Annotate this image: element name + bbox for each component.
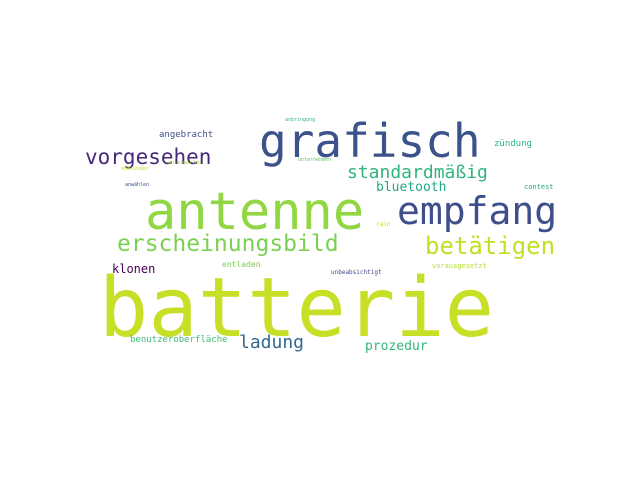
word-entzuenden: entzünden — [121, 166, 149, 172]
word-empfang: empfang — [397, 189, 558, 233]
word-batterie: batterie — [99, 261, 494, 356]
word-contest: contest — [524, 183, 554, 191]
word-zuendung: zündung — [494, 139, 532, 149]
word-antenne: antenne — [145, 182, 365, 242]
word-entladen: entladen — [222, 260, 261, 269]
word-anwaehlen: anwählen — [125, 182, 150, 188]
word-unternehmen: unternehmen — [298, 157, 332, 163]
word-benutzeroberflaeche: benutzeroberfläche — [130, 335, 228, 345]
word-unterwerfen: unterwerfen — [168, 160, 202, 166]
word-standardmaessig: standardmäßig — [347, 162, 488, 183]
word-grafisch: grafisch — [259, 114, 481, 168]
word-vorgesehen: vorgesehen — [85, 145, 212, 169]
word-ladung: ladung — [239, 332, 305, 353]
word-klonen: klonen — [112, 262, 156, 276]
word-rain: rain — [376, 221, 391, 228]
word-bluetooth: bluetooth — [376, 180, 447, 195]
word-anbringung: anbringung — [285, 117, 316, 123]
word-betaetigen: betätigen — [425, 232, 556, 260]
word-unbeabsichtigt: unbeabsichtigt — [331, 269, 382, 276]
word-erscheinungsbild: erscheinungsbild — [117, 231, 339, 257]
word-prozedur: prozedur — [365, 339, 428, 354]
word-vorausgesetzt: vorausgesetzt — [432, 262, 487, 270]
word-angebracht: angebracht — [159, 130, 214, 140]
